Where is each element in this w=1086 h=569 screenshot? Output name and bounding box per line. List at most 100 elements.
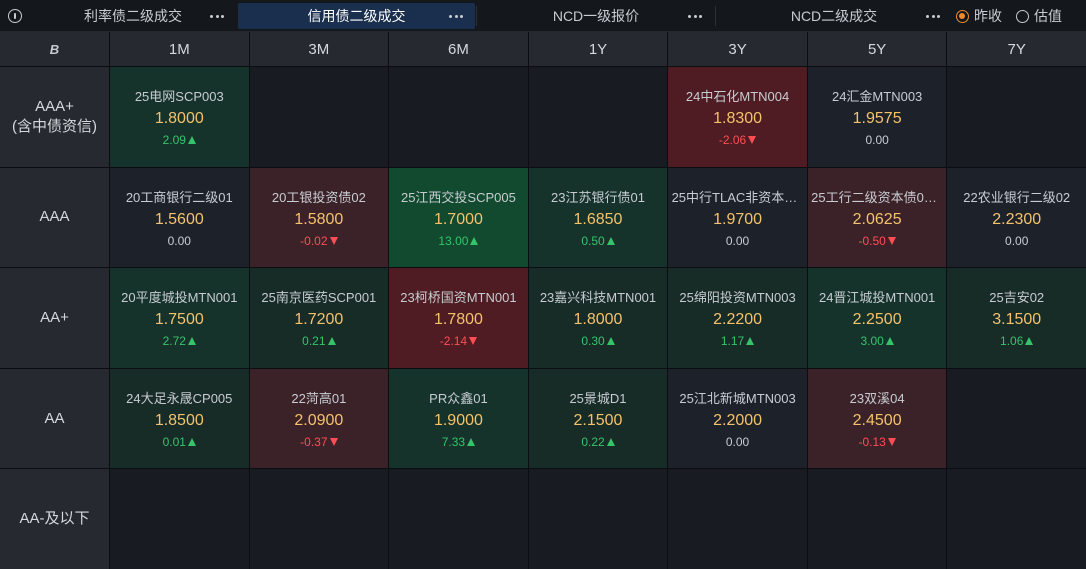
arrow-up-icon — [187, 136, 196, 145]
column-header-tenor[interactable]: 1M — [110, 32, 249, 66]
more-icon[interactable] — [210, 10, 224, 22]
yield-change: -0.02 — [300, 233, 338, 248]
bond-yield: 1.7200 — [294, 311, 344, 329]
rating-label: AAA — [39, 208, 70, 226]
bond-quote-cell[interactable]: 22农业银行二级02 2.2300 0.00 — [947, 167, 1086, 268]
bond-quote-cell[interactable]: 25中行TLAC非资本债0... 1.9700 0.00 — [668, 167, 807, 268]
bond-quote-cell[interactable]: 24大足永晟CP005 1.8500 0.01 — [110, 368, 249, 469]
bond-name: 24大足永晟CP005 — [126, 391, 233, 407]
bond-quote-cell[interactable]: 24晋江城投MTN001 2.2500 3.00 — [807, 268, 947, 368]
change-value: 2.09 — [162, 133, 186, 148]
credit-bond-matrix: B 1M 3M 6M 1Y 3Y 5Y 7Y AAA+ (含中债资信) 25电网SCP003 1.80… — [0, 32, 1086, 569]
more-icon[interactable] — [926, 10, 940, 22]
empty-cell — [389, 67, 528, 167]
bond-yield: 3.1500 — [992, 311, 1042, 329]
radio-previous-close[interactable]: 昨收 — [956, 6, 1002, 26]
radio-label: 估值 — [1034, 8, 1062, 24]
empty-cell — [528, 469, 668, 569]
bond-name: 23双溪04 — [849, 391, 905, 407]
empty-cell — [668, 469, 807, 569]
column-header-tenor[interactable]: 3M — [249, 32, 389, 66]
yield-change: 0.00 — [1005, 234, 1028, 248]
bond-quote-cell[interactable]: 23柯桥国资MTN001 1.7800 -2.14 — [389, 268, 528, 368]
row-header-rating: AAA — [0, 167, 109, 268]
arrow-up-icon — [1025, 337, 1034, 346]
bond-yield: 1.7000 — [433, 210, 483, 228]
arrow-up-icon — [187, 337, 196, 346]
bond-name: 25景城D1 — [569, 391, 627, 407]
tab-credit-bond-secondary[interactable]: 信用债二级成交 — [238, 3, 475, 29]
column-header-tenor[interactable]: 3Y — [668, 32, 807, 66]
change-value: 0.50 — [581, 233, 605, 248]
change-value: -0.02 — [300, 233, 328, 248]
arrow-up-icon — [606, 236, 615, 245]
bond-name: 25江西交投SCP005 — [400, 189, 516, 205]
bond-yield: 1.9700 — [713, 210, 763, 228]
bond-quote-cell[interactable]: 20工银投资债02 1.5800 -0.02 — [249, 167, 389, 268]
bond-quote-cell[interactable]: PR众鑫01 1.9000 7.33 — [389, 368, 528, 469]
change-value: 13.00 — [438, 233, 469, 248]
tab-divider — [476, 6, 477, 26]
bond-quote-cell[interactable]: 25绵阳投资MTN003 2.2200 1.17 — [668, 268, 807, 368]
bond-quote-cell[interactable]: 20平度城投MTN001 1.7500 2.72 — [110, 268, 249, 368]
bond-quote-cell[interactable]: 24汇金MTN003 1.9575 0.00 — [807, 67, 947, 167]
rating-label: AA+ — [40, 308, 69, 326]
bond-yield: 1.7500 — [154, 311, 204, 329]
arrow-down-icon — [469, 337, 478, 346]
empty-cell — [249, 67, 389, 167]
row-header-rating: AA+ — [0, 268, 109, 368]
tab-rate-bond-secondary[interactable]: 利率债二级成交 — [30, 3, 236, 29]
bond-yield: 1.5600 — [154, 210, 204, 228]
more-icon[interactable] — [688, 10, 702, 22]
bond-quote-cell[interactable]: 25吉安02 3.1500 1.06 — [947, 268, 1086, 368]
bond-quote-cell[interactable]: 20工商银行二级01 1.5600 0.00 — [110, 167, 249, 268]
bond-name: 20工银投资债02 — [271, 189, 366, 205]
bond-quote-cell[interactable]: 25南京医药SCP001 1.7200 0.21 — [249, 268, 389, 368]
bond-yield: 2.1500 — [573, 412, 623, 430]
bond-name: 25绵阳投资MTN003 — [679, 290, 796, 306]
bond-quote-cell[interactable]: 25江北新城MTN003 2.2000 0.00 — [668, 368, 807, 469]
matrix-corner: B — [0, 32, 109, 66]
empty-cell — [528, 67, 668, 167]
rating-sublabel: (含中债资信) — [12, 117, 97, 135]
bond-yield: 1.8300 — [713, 110, 763, 128]
column-header-tenor[interactable]: 1Y — [528, 32, 668, 66]
arrow-down-icon — [887, 438, 896, 447]
bond-quote-cell[interactable]: 25工行二级资本债02BC 2.0625 -0.50 — [807, 167, 947, 268]
bond-quote-cell[interactable]: 24中石化MTN004 1.8300 -2.06 — [668, 67, 807, 167]
arrow-down-icon — [748, 136, 757, 145]
yield-change: 1.06 — [1000, 334, 1034, 348]
tab-ncd-primary-quote[interactable]: NCD一级报价 — [478, 3, 714, 29]
bond-quote-cell[interactable]: 25电网SCP003 1.8000 2.09 — [110, 67, 249, 167]
radio-unchecked-icon — [1016, 9, 1029, 23]
more-icon[interactable] — [449, 10, 463, 22]
radio-valuation[interactable]: 估值 — [1016, 6, 1062, 26]
bond-quote-cell[interactable]: 23双溪04 2.4500 -0.13 — [807, 368, 947, 469]
bond-name: 24汇金MTN003 — [831, 89, 923, 105]
radio-checked-icon — [956, 9, 969, 23]
yield-change: 0.00 — [168, 234, 191, 248]
column-header-tenor[interactable]: 5Y — [807, 32, 947, 66]
bond-name: 25中行TLAC非资本债0... — [671, 189, 804, 205]
change-value: 1.17 — [720, 334, 745, 349]
info-icon[interactable] — [8, 9, 22, 23]
change-value: 0.00 — [725, 435, 750, 450]
column-header-tenor[interactable]: 7Y — [947, 32, 1086, 66]
change-value: 0.22 — [581, 435, 605, 450]
bond-quote-cell[interactable]: 23江苏银行债01 1.6850 0.50 — [528, 167, 668, 268]
arrow-down-icon — [887, 236, 896, 245]
bond-quote-cell[interactable]: 23嘉兴科技MTN001 1.8000 0.30 — [528, 268, 668, 368]
arrow-up-icon — [746, 337, 755, 346]
yield-change: -2.14 — [440, 334, 478, 348]
tab-ncd-secondary[interactable]: NCD二级成交 — [716, 3, 952, 29]
bond-quote-cell[interactable]: 22菏高01 2.0900 -0.37 — [249, 368, 389, 469]
rating-label: AA-及以下 — [19, 510, 90, 528]
column-header-tenor[interactable]: 6M — [389, 32, 528, 66]
bond-yield: 1.9000 — [433, 412, 483, 430]
bond-quote-cell[interactable]: 25景城D1 2.1500 0.22 — [528, 368, 668, 469]
empty-cell — [947, 469, 1086, 569]
yield-change: 2.72 — [163, 334, 196, 348]
tab-label: 信用债二级成交 — [307, 8, 406, 24]
bond-quote-cell[interactable]: 25江西交投SCP005 1.7000 13.00 — [389, 167, 528, 268]
yield-change: 0.00 — [726, 234, 749, 248]
